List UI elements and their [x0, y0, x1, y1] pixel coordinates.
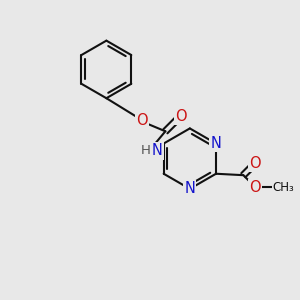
Text: N: N — [152, 143, 163, 158]
Text: N: N — [211, 136, 221, 151]
Text: N: N — [184, 182, 195, 196]
Text: O: O — [250, 180, 261, 195]
Text: O: O — [250, 156, 261, 171]
Text: O: O — [136, 113, 148, 128]
Text: H: H — [141, 144, 151, 158]
Text: CH₃: CH₃ — [273, 181, 294, 194]
Text: O: O — [175, 109, 186, 124]
